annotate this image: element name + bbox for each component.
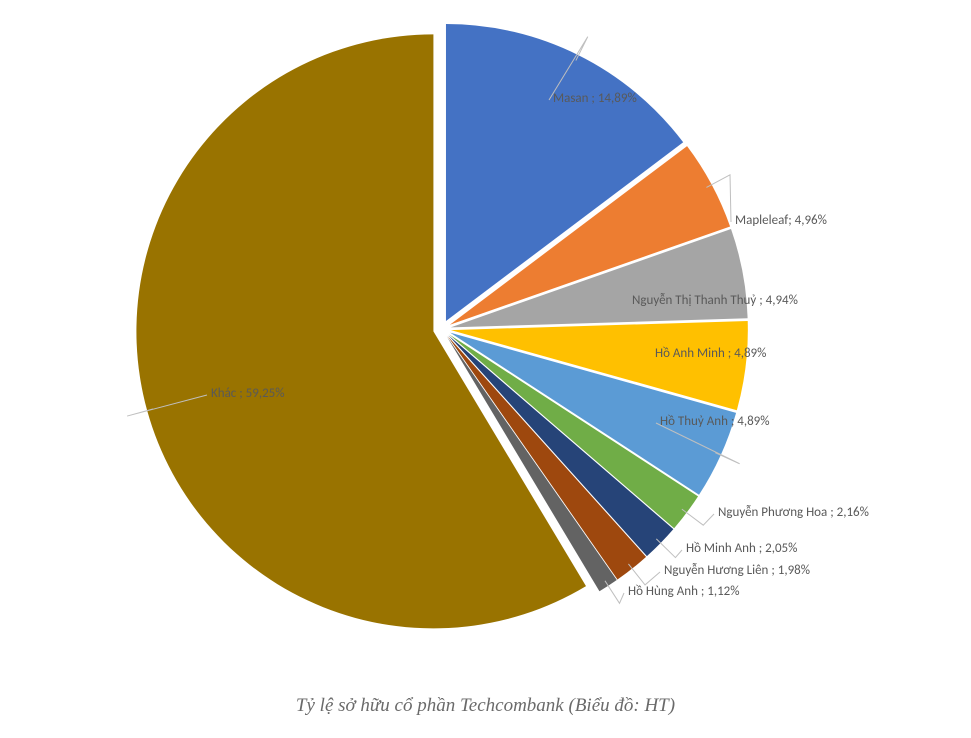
slice-label: Hồ Thuỷ Anh ; 4,89%	[660, 414, 770, 429]
slice-label: Nguyễn Hương Liên ; 1,98%	[664, 563, 810, 578]
leader-line	[656, 539, 682, 558]
pie-chart: Masan ; 14,89% Mapleleaf; 4,96% Nguyễn Thị…	[0, 0, 971, 665]
chart-caption: Tỷ lệ sở hữu cổ phần Techcombank (Biểu đ…	[0, 695, 971, 717]
leader-line	[628, 564, 660, 585]
slice-label: Masan ; 14,89%	[553, 91, 637, 106]
slice-label: Nguyễn Phương Hoa ; 2,16%	[718, 505, 869, 520]
slice-label: Khác ; 59,25%	[211, 386, 285, 401]
slice-label: Hồ Anh Minh ; 4,89%	[655, 346, 766, 361]
leader-line	[605, 581, 624, 603]
leader-line	[682, 509, 714, 525]
leader-line	[656, 423, 740, 464]
slice-label: Hồ Minh Anh ; 2,05%	[686, 541, 797, 556]
slice-label: Mapleleaf; 4,96%	[735, 213, 827, 228]
leader-line	[706, 175, 731, 222]
leader-line	[127, 395, 207, 416]
slice-label: Nguyễn Thị Thanh Thuỷ ; 4,94%	[632, 293, 798, 308]
slice-label: Hồ Hùng Anh ; 1,12%	[628, 584, 740, 599]
